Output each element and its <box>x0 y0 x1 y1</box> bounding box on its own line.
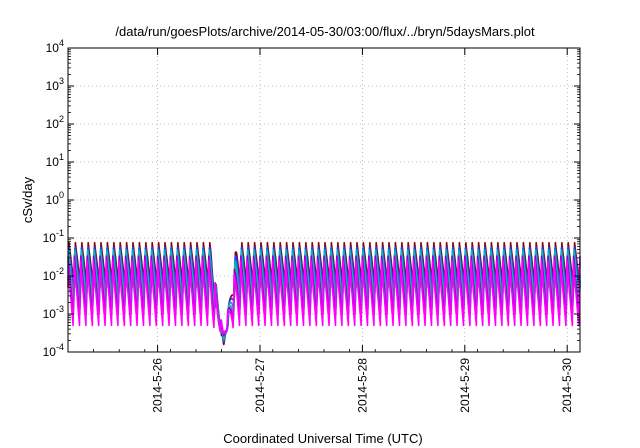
x-tick-label: 2014-5-26 <box>151 358 165 413</box>
y-tick-label: 103 <box>46 76 64 93</box>
y-tick-label: 10-2 <box>43 266 64 283</box>
series-lines <box>67 241 581 346</box>
grid <box>68 48 580 352</box>
y-tick-label: 10-1 <box>43 228 64 245</box>
x-tick-label: 2014-5-30 <box>560 358 574 413</box>
y-tick-label: 10-4 <box>43 342 64 359</box>
chart-title: /data/run/goesPlots/archive/2014-05-30/0… <box>115 24 535 39</box>
y-tick-label: 100 <box>46 190 64 207</box>
x-tick-label: 2014-5-27 <box>253 358 267 413</box>
x-tick-label: 2014-5-29 <box>458 358 472 413</box>
axis-ticks: 10-4 10-3 10-2 10-1 100 101 102 103 104 2014-5-26… <box>43 38 581 413</box>
x-axis-label: Coordinated Universal Time (UTC) <box>223 431 422 446</box>
series-line <box>67 260 581 335</box>
y-axis-label: cSv/day <box>20 176 35 223</box>
y-tick-label: 101 <box>46 152 64 169</box>
y-tick-label: 104 <box>46 38 64 55</box>
x-tick-label: 2014-5-28 <box>355 358 369 413</box>
y-tick-label: 102 <box>46 114 64 131</box>
y-tick-label: 10-3 <box>43 304 64 321</box>
